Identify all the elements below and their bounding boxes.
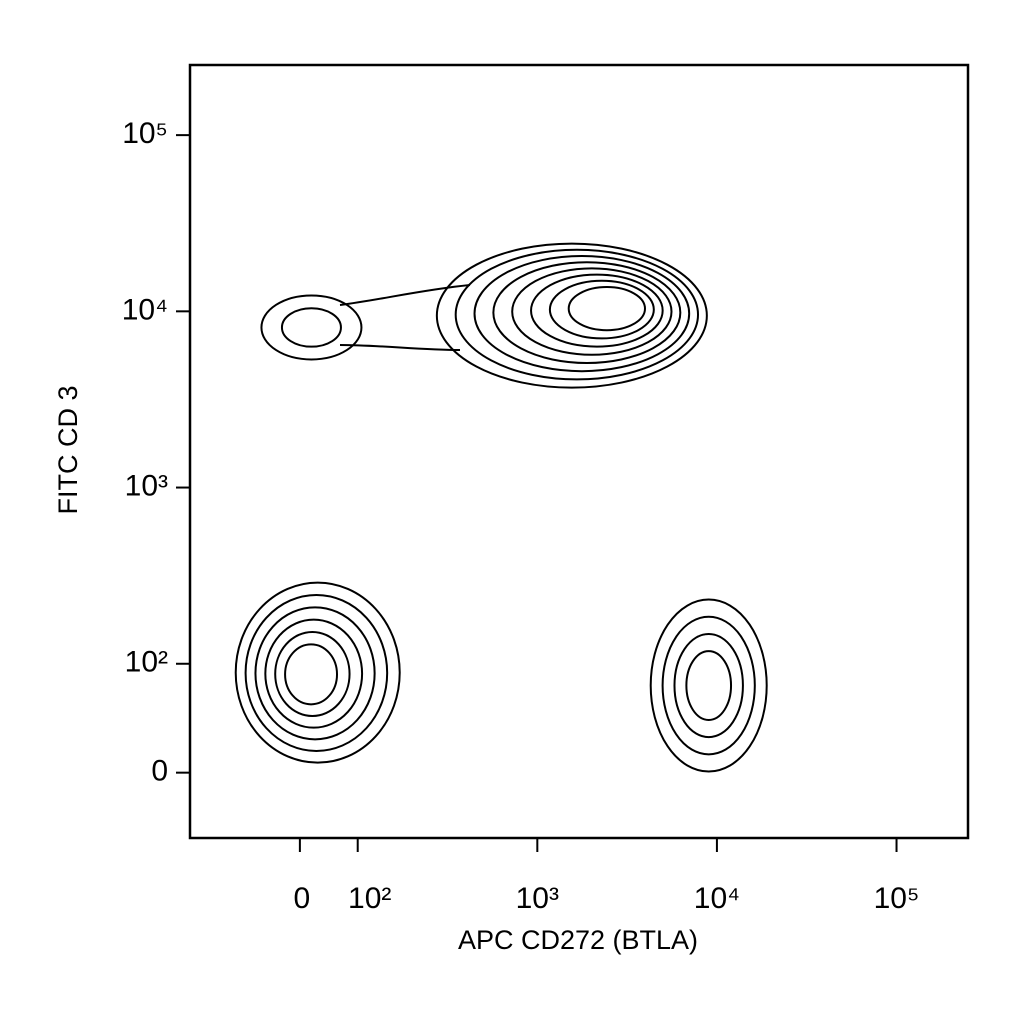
x-axis-title: APC CD272 (BTLA) [458,925,698,955]
y-tick-label: 0 [151,755,168,788]
contour-peak [567,286,646,332]
contour-peak [284,643,339,706]
contour-ring [511,267,673,356]
y-tick-label: 10⁵ [122,117,168,150]
contour-ring [260,294,363,361]
y-tick-label: 10³ [125,469,168,502]
contour-ring [234,581,401,764]
contour-peak [685,650,733,721]
contour-ring [530,273,664,348]
contour-peak [280,307,342,348]
contour-ring [548,279,655,340]
contour-ring [274,630,351,717]
contour-ring [473,255,691,373]
y-tick-label: 10⁴ [122,293,168,326]
y-axis-title: FITC CD 3 [53,385,83,514]
x-tick-label: 10⁵ [874,882,920,915]
contour-ring [661,615,756,756]
x-tick-label: 10³ [516,882,559,915]
contour-ring [254,606,376,741]
x-tick-label: 0 [294,882,311,915]
contour-ring [673,632,744,739]
contour-ring [649,598,768,773]
y-tick-label: 10² [125,646,168,679]
contour-ring [264,618,364,729]
contour-ring [492,261,682,365]
contour-ring [244,593,389,752]
x-tick-label: 10⁴ [694,882,740,915]
contour-ring [435,242,708,389]
plot-frame [188,63,970,840]
contour-ring [454,248,700,381]
x-tick-label: 10² [348,882,391,915]
